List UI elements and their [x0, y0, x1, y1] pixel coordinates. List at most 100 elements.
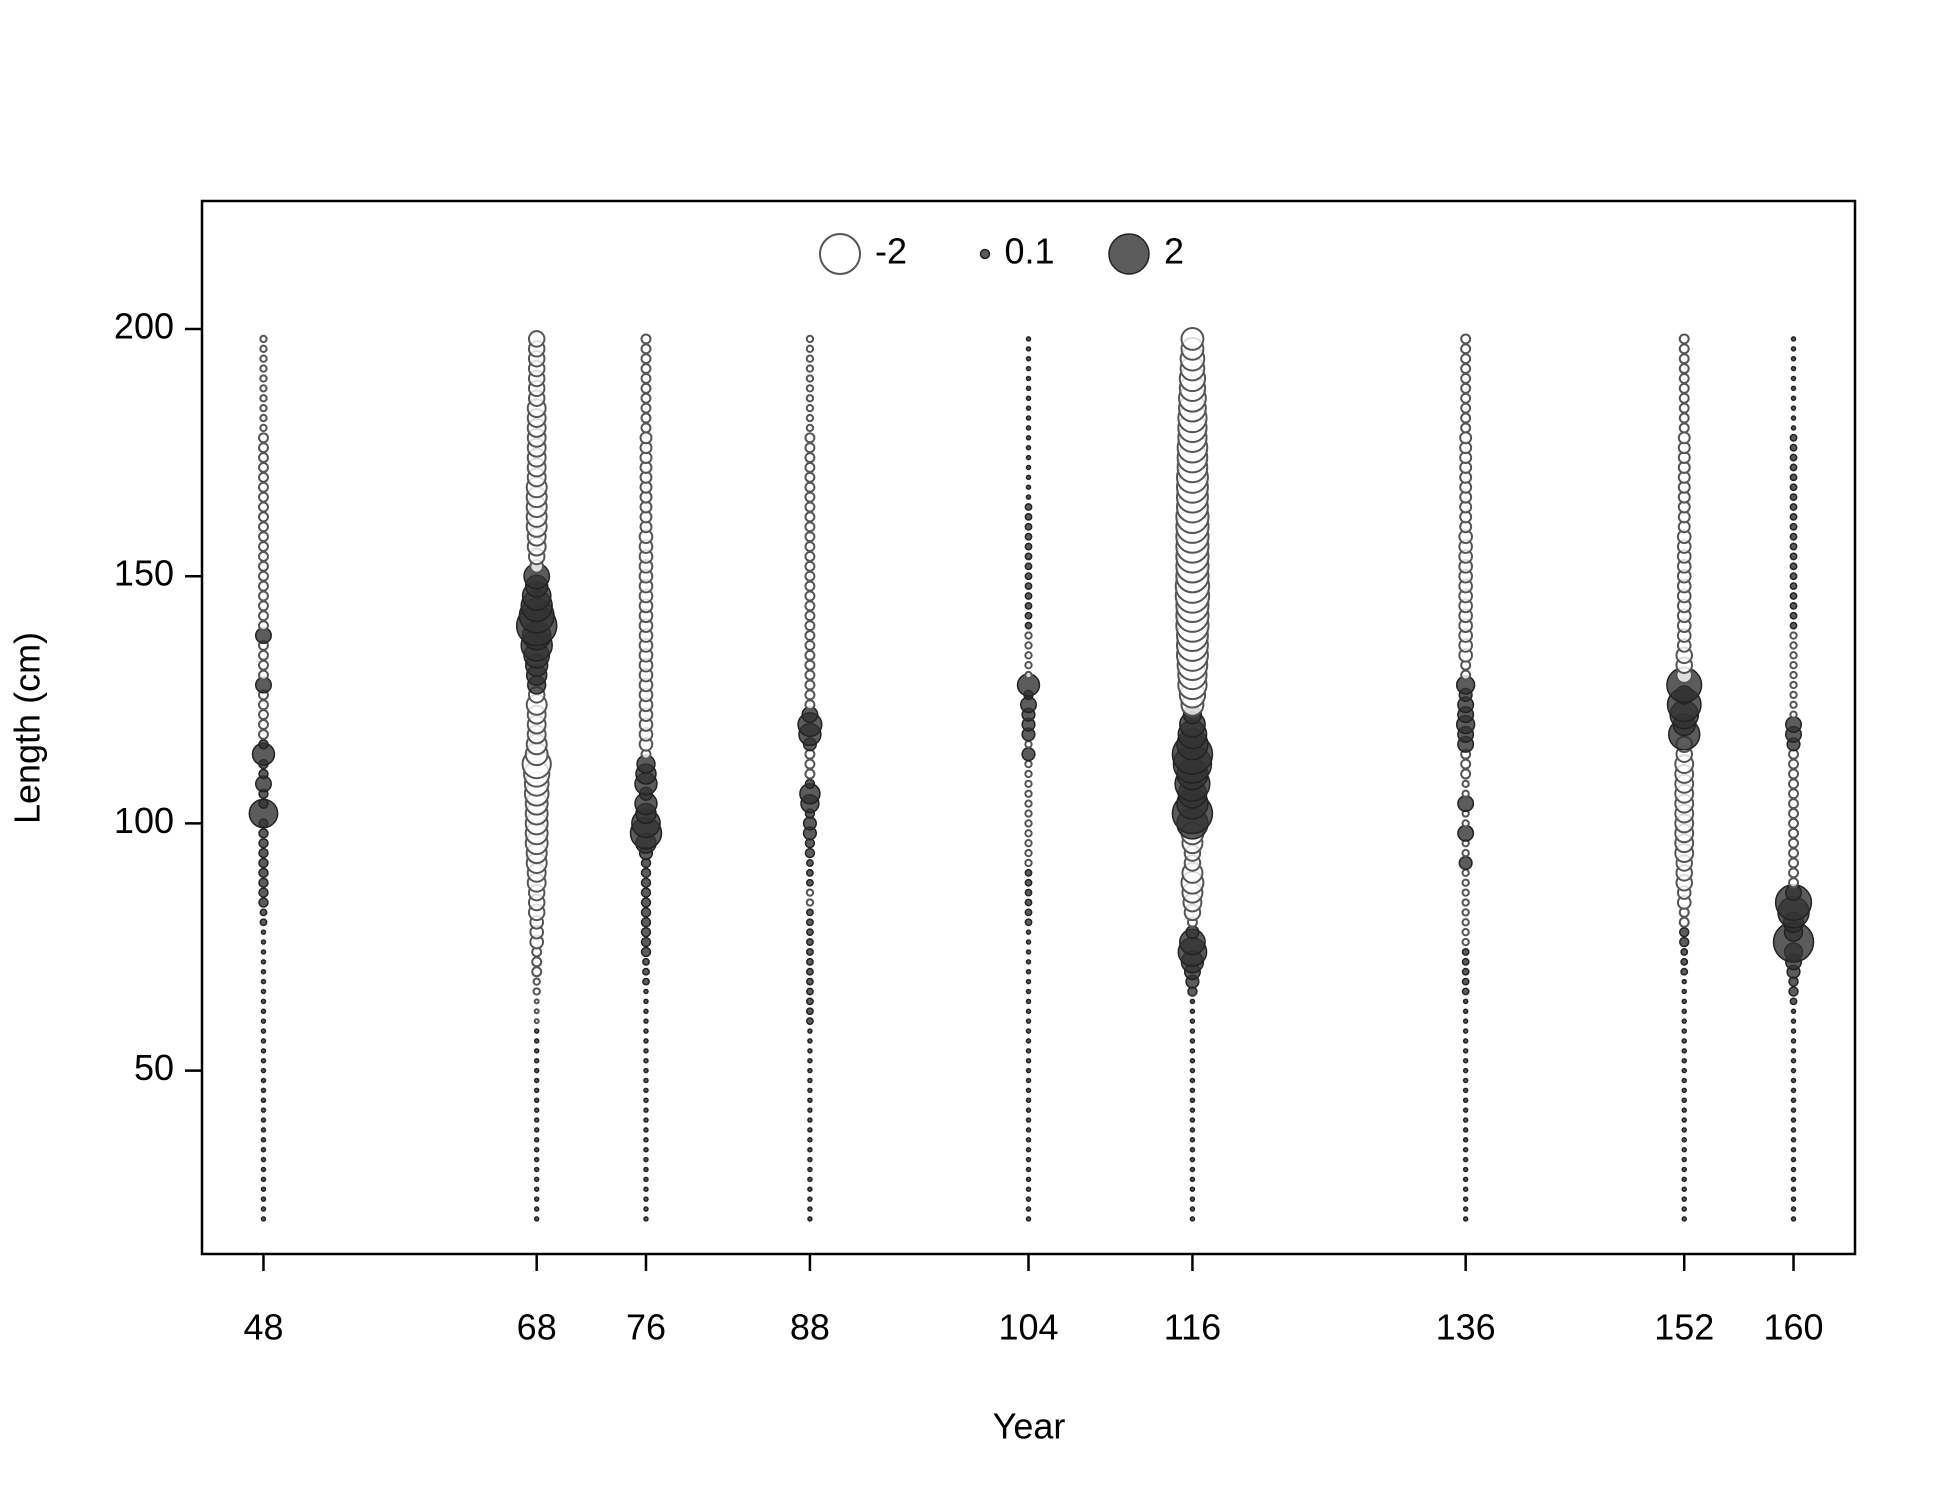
- bubble: [806, 967, 814, 976]
- bubble: [533, 1077, 540, 1084]
- bubble: [1789, 621, 1798, 630]
- bubble: [1681, 1067, 1687, 1074]
- bubble: [258, 887, 269, 898]
- bubble: [807, 1117, 813, 1123]
- bubble: [531, 966, 543, 978]
- bubble: [1790, 336, 1797, 342]
- bubble: [1024, 878, 1033, 887]
- bubble: [1024, 601, 1033, 610]
- bubble: [640, 363, 652, 375]
- bubble: [1189, 1077, 1196, 1084]
- bubble: [643, 1077, 649, 1084]
- bubble: [806, 948, 814, 956]
- bubble: [260, 1186, 267, 1192]
- bubble: [640, 946, 652, 958]
- bubble: [640, 373, 652, 384]
- bubble: [1790, 1137, 1797, 1143]
- bubble: [1462, 1067, 1469, 1074]
- bubble: [1790, 365, 1797, 372]
- bubble: [1025, 454, 1032, 461]
- bubble: [643, 1087, 649, 1094]
- bubble: [260, 978, 267, 985]
- bubble: [1789, 997, 1798, 1006]
- bubble: [1025, 1206, 1032, 1212]
- bubble: [807, 1028, 813, 1034]
- bubble: [1025, 968, 1032, 975]
- bubble: [806, 1007, 814, 1016]
- bubble: [1025, 415, 1032, 421]
- bubble: [1678, 333, 1690, 345]
- bubble: [533, 1008, 540, 1015]
- bubble: [1025, 1048, 1032, 1054]
- bubble: [533, 1097, 540, 1104]
- bubble: [1025, 365, 1032, 372]
- bubble: [258, 649, 269, 661]
- x-tick-label: 160: [1763, 1307, 1823, 1348]
- bubble: [642, 967, 650, 976]
- bubble: [258, 491, 269, 503]
- bubble: [1790, 1127, 1797, 1133]
- bubble: [1025, 1117, 1032, 1123]
- bubble: [1681, 1107, 1687, 1113]
- bubble: [1189, 1067, 1196, 1074]
- bubble: [258, 560, 269, 572]
- bubble: [1025, 1176, 1032, 1183]
- bubble: [527, 330, 546, 348]
- bubble: [1025, 1018, 1032, 1024]
- bubble: [804, 847, 816, 859]
- bubble: [640, 897, 652, 908]
- bubble: [1189, 1196, 1196, 1202]
- bubble: [1024, 651, 1033, 660]
- bubble: [805, 394, 815, 403]
- bubble: [1681, 1156, 1687, 1163]
- bubble: [804, 630, 816, 642]
- x-tick-label: 88: [790, 1307, 830, 1348]
- bubble: [1789, 710, 1798, 719]
- bubble: [1025, 395, 1032, 402]
- bubble: [1024, 552, 1033, 561]
- bubble: [260, 998, 267, 1005]
- bubble: [806, 997, 814, 1006]
- bubble: [1457, 795, 1475, 813]
- bubble: [1790, 405, 1797, 411]
- bubble: [1789, 433, 1798, 442]
- bubble: [1789, 542, 1798, 551]
- bubble: [258, 442, 269, 454]
- bubble: [1788, 817, 1799, 829]
- bubble: [1024, 858, 1033, 868]
- bubble: [1681, 1117, 1687, 1123]
- bubble: [1461, 779, 1470, 789]
- bubble: [533, 1018, 540, 1025]
- bubble: [260, 1156, 267, 1163]
- bubble: [807, 1146, 813, 1153]
- bubble: [643, 1156, 649, 1163]
- bubble: [259, 334, 268, 344]
- bubble: [1785, 716, 1803, 734]
- bubble: [1789, 611, 1798, 620]
- bubble: [1789, 483, 1798, 492]
- bubble: [260, 949, 267, 955]
- bubble: [805, 384, 815, 393]
- bubble: [1790, 346, 1797, 352]
- bubble: [258, 471, 269, 483]
- bubble: [533, 1107, 540, 1113]
- bubble: [1462, 1057, 1469, 1064]
- bubble: [1460, 353, 1472, 365]
- bubble: [1025, 1097, 1032, 1104]
- bubble: [643, 1186, 649, 1192]
- bubble: [804, 758, 816, 770]
- bubble: [533, 1117, 540, 1123]
- bubble: [533, 1127, 540, 1133]
- bubble: [1024, 799, 1033, 808]
- bubble: [1189, 1008, 1196, 1015]
- bubble: [1462, 1008, 1469, 1015]
- bubble: [640, 936, 652, 948]
- bubble: [531, 956, 543, 968]
- bubble: [258, 541, 269, 553]
- bubble: [1789, 562, 1798, 571]
- bubble: [260, 1097, 267, 1104]
- bubble: [258, 699, 269, 711]
- bubble: [260, 1127, 267, 1133]
- bubble: [1462, 1166, 1469, 1173]
- bubble: [258, 550, 269, 562]
